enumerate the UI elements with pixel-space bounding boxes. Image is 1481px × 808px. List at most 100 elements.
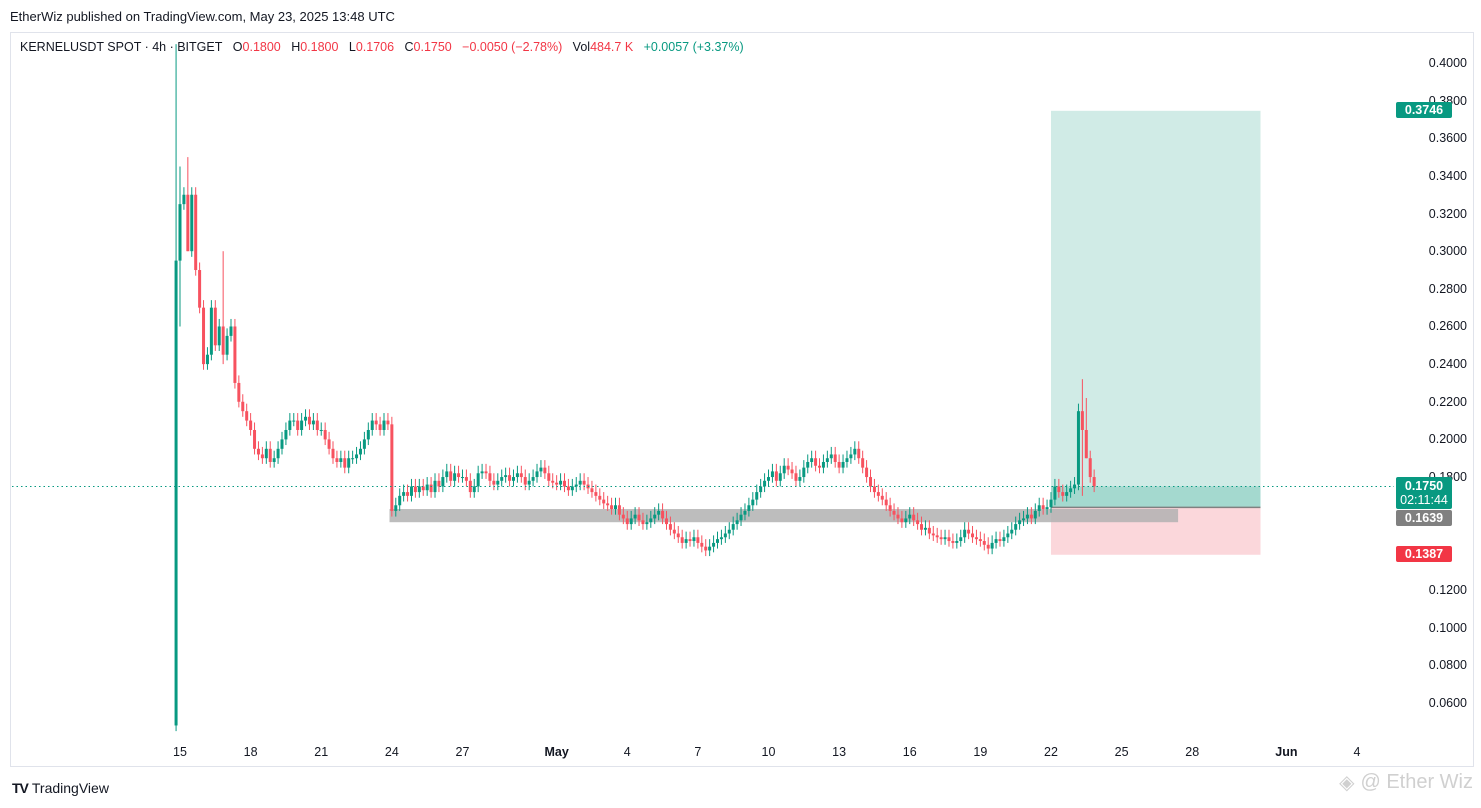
candle-up bbox=[504, 475, 508, 478]
tradingview-logo[interactable]: TV TradingView bbox=[12, 780, 109, 796]
candle-up bbox=[578, 480, 582, 485]
candle-up bbox=[778, 473, 782, 481]
candle-down bbox=[1029, 514, 1033, 519]
candle-up bbox=[559, 480, 563, 485]
candle-down bbox=[986, 544, 990, 549]
candle-up bbox=[802, 467, 806, 478]
time-tick-label: 13 bbox=[832, 745, 847, 759]
time-tick-label: 25 bbox=[1114, 745, 1129, 759]
price-tick-label: 0.3200 bbox=[1428, 206, 1467, 221]
candle-up bbox=[402, 492, 406, 496]
candle-down bbox=[935, 535, 939, 538]
publisher-line: EtherWiz published on TradingView.com, M… bbox=[10, 9, 395, 24]
candle-up bbox=[225, 335, 229, 355]
candle-up bbox=[825, 458, 829, 462]
candle-down bbox=[892, 510, 896, 515]
candle-down bbox=[998, 539, 1002, 542]
time-tick-label: 15 bbox=[173, 745, 187, 759]
candle-up bbox=[539, 467, 543, 472]
candle-down bbox=[296, 420, 300, 430]
candle-up bbox=[398, 495, 402, 506]
open-label: O bbox=[232, 40, 243, 54]
candle-down bbox=[1080, 411, 1084, 430]
close-label: C bbox=[404, 40, 414, 54]
candle-up bbox=[963, 529, 967, 538]
candle-down bbox=[896, 514, 900, 519]
candle-down bbox=[974, 537, 978, 540]
candle-up bbox=[1033, 510, 1037, 519]
candle-down bbox=[202, 307, 206, 365]
candle-down bbox=[790, 469, 794, 474]
candle-down bbox=[256, 448, 260, 455]
candle-up bbox=[205, 354, 209, 365]
candle-up bbox=[453, 473, 457, 481]
candle-up bbox=[829, 454, 833, 459]
price-tick-label: 0.3400 bbox=[1428, 168, 1467, 183]
candle-up bbox=[339, 458, 343, 462]
candle-up bbox=[425, 484, 429, 491]
volume-label: Vol bbox=[572, 40, 591, 54]
candle-up bbox=[280, 439, 284, 449]
candle-down bbox=[920, 524, 924, 530]
candle-down bbox=[931, 533, 935, 536]
candle-down bbox=[437, 480, 441, 487]
time-tick-label: 24 bbox=[384, 745, 399, 759]
volume-change: +0.0057 (+3.37%) bbox=[643, 40, 744, 54]
price-tick-label: 0.3000 bbox=[1428, 244, 1467, 259]
candle-down bbox=[857, 448, 861, 459]
candle-up bbox=[480, 471, 484, 474]
candle-down bbox=[260, 454, 264, 459]
candle-up bbox=[1018, 520, 1022, 525]
candle-up bbox=[1065, 492, 1069, 496]
candle-down bbox=[492, 480, 496, 485]
candle-up bbox=[715, 539, 719, 543]
candle-up bbox=[990, 542, 994, 549]
candle-down bbox=[916, 520, 920, 525]
chart-panel[interactable] bbox=[10, 32, 1474, 767]
candle-up bbox=[821, 461, 825, 468]
candle-down bbox=[1041, 505, 1045, 510]
candle-up bbox=[755, 492, 759, 500]
candle-down bbox=[794, 473, 798, 481]
candle-down bbox=[1088, 458, 1092, 478]
candle-up bbox=[684, 539, 688, 543]
candle-down bbox=[331, 448, 335, 459]
candle-up bbox=[1010, 529, 1014, 534]
price-tick-label: 0.0800 bbox=[1428, 658, 1467, 673]
candle-up bbox=[272, 458, 276, 462]
candle-down bbox=[865, 467, 869, 478]
candle-down bbox=[237, 382, 241, 402]
candle-up bbox=[531, 477, 535, 481]
candle-down bbox=[621, 514, 625, 519]
candle-up bbox=[284, 429, 288, 440]
last-price-value: 0.1750 bbox=[1404, 479, 1444, 494]
candle-up bbox=[692, 537, 696, 542]
symbol-name[interactable]: KERNELUSDT SPOT · 4h · BITGET bbox=[20, 40, 223, 54]
candle-down bbox=[680, 537, 684, 543]
candle-down bbox=[221, 326, 225, 355]
candle-up bbox=[770, 471, 774, 478]
candle-up bbox=[570, 486, 574, 491]
price-tick-label: 0.2000 bbox=[1428, 432, 1467, 447]
time-tick-label: 18 bbox=[243, 745, 258, 759]
time-tick-label: 16 bbox=[902, 745, 917, 759]
price-tick-label: 0.2600 bbox=[1428, 319, 1467, 334]
candle-up bbox=[633, 514, 637, 519]
candle-up bbox=[1045, 507, 1049, 510]
candle-down bbox=[774, 471, 778, 481]
candle-down bbox=[617, 505, 621, 515]
candle-down bbox=[555, 482, 559, 485]
candle-up bbox=[370, 420, 374, 430]
candle-up bbox=[362, 439, 366, 449]
time-tick-label: 4 bbox=[1353, 745, 1361, 759]
candle-up bbox=[182, 194, 186, 205]
candle-down bbox=[869, 477, 873, 487]
candle-up bbox=[751, 499, 755, 506]
candle-down bbox=[884, 499, 888, 506]
candle-down bbox=[429, 484, 433, 493]
candle-down bbox=[543, 467, 547, 474]
candle-up bbox=[511, 477, 515, 481]
candle-up bbox=[1006, 533, 1010, 538]
candle-up bbox=[1049, 499, 1053, 508]
